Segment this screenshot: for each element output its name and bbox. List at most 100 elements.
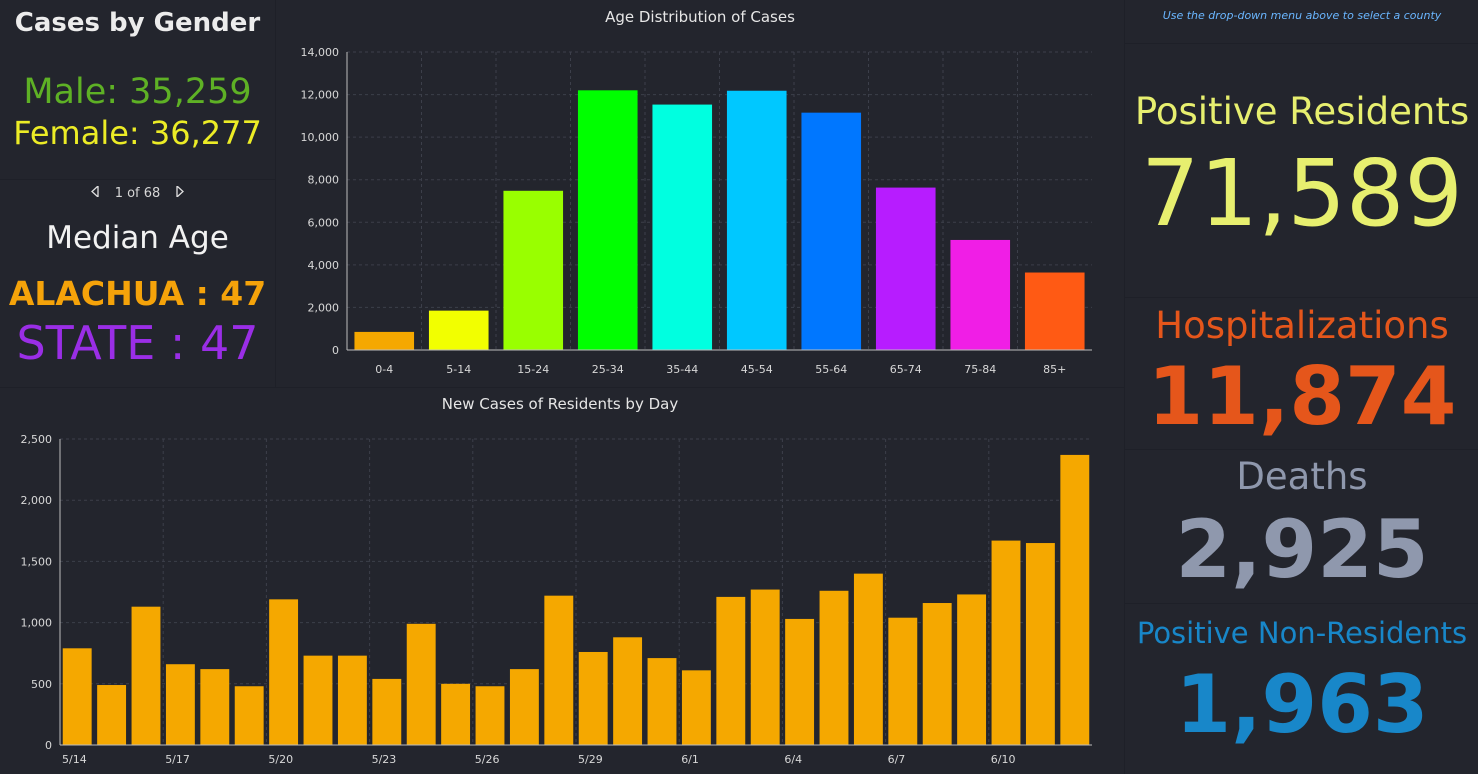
bar-5-14 <box>428 310 489 350</box>
median-age-panel <box>0 180 275 387</box>
pager: 1 of 68 <box>0 184 275 201</box>
x-tick-label: 15-24 <box>517 363 549 376</box>
y-tick-label: 1,000 <box>21 617 53 630</box>
y-tick-label: 12,000 <box>301 89 340 102</box>
bar-65-74 <box>875 187 936 350</box>
x-tick-label: 5-14 <box>446 363 471 376</box>
age-chart-title: Age Distribution of Cases <box>605 8 795 26</box>
chevron-left-icon[interactable] <box>85 184 105 201</box>
x-tick-label: 6/10 <box>991 753 1016 766</box>
x-tick-label: 65-74 <box>890 363 922 376</box>
female-count: Female: 36,277 <box>13 114 262 152</box>
bar-5/28 <box>544 595 574 745</box>
bar-5/25 <box>441 683 471 745</box>
bar-15-24 <box>503 190 564 350</box>
hospitalizations-label: Hospitalizations <box>1155 304 1449 347</box>
x-tick-label: 5/23 <box>372 753 397 766</box>
bar-5/23 <box>372 678 402 745</box>
bar-75-84 <box>950 239 1011 350</box>
positive-panel <box>1125 44 1478 297</box>
bar-5/15 <box>97 685 127 745</box>
deaths-value: 2,925 <box>1175 503 1429 596</box>
bar-6/4 <box>785 618 815 745</box>
bar-5/14 <box>62 648 92 745</box>
non-residents-label: Positive Non-Residents <box>1136 616 1468 650</box>
daily-cases-chart: 0 500 1,000 1,500 2,000 2,500 5/14 5/17 5/20 5/23… <box>21 433 1092 766</box>
bar-5/27 <box>509 669 539 745</box>
daily-chart-title: New Cases of Residents by Day <box>441 395 679 413</box>
median-age-title: Median Age <box>46 220 229 256</box>
deaths-label: Deaths <box>1236 455 1368 498</box>
x-tick-label: 6/1 <box>681 753 699 766</box>
bar-6/8 <box>922 603 952 745</box>
y-tick-label: 500 <box>31 678 52 691</box>
x-tick-label: 25-34 <box>592 363 624 376</box>
x-tick-label: 5/26 <box>475 753 500 766</box>
bar-6/11 <box>1025 543 1055 745</box>
bar-5/18 <box>200 669 230 745</box>
bar-6/12 <box>1060 454 1090 745</box>
bar-5/31 <box>647 658 677 745</box>
hospitalizations-value: 11,874 <box>1147 350 1457 443</box>
x-tick-label: 6/7 <box>888 753 906 766</box>
age-distribution-chart: 0 2,000 4,000 6,000 8,000 10,000 12,000 14,000 0… <box>301 46 1092 376</box>
bar-5/21 <box>303 655 333 745</box>
bar-5/26 <box>475 686 505 745</box>
non-residents-value: 1,963 <box>1175 658 1429 751</box>
bar-5/19 <box>234 686 264 745</box>
x-tick-label: 5/14 <box>62 753 87 766</box>
bar-45-54 <box>726 90 787 351</box>
y-tick-label: 6,000 <box>308 216 340 229</box>
deaths-panel <box>1125 450 1478 603</box>
bar-35-44 <box>652 104 713 350</box>
x-tick-label: 75-84 <box>964 363 996 376</box>
bar-6/9 <box>957 594 987 745</box>
x-tick-label: 5/20 <box>268 753 293 766</box>
county-select-note: Use the drop-down menu above to select a… <box>1162 9 1442 22</box>
positive-residents-label: Positive Residents <box>1134 90 1470 133</box>
y-tick-label: 1,500 <box>21 555 53 568</box>
bar-25-34 <box>577 90 638 351</box>
bar-6/2 <box>716 596 746 745</box>
bar-5/17 <box>165 664 195 745</box>
y-tick-label: 2,000 <box>21 494 53 507</box>
bar-6/1 <box>681 670 711 745</box>
x-tick-label: 5/17 <box>165 753 190 766</box>
note-panel <box>1125 0 1478 43</box>
y-tick-label: 2,000 <box>308 301 340 314</box>
bar-6/7 <box>888 617 918 745</box>
bar-0-4 <box>354 331 415 350</box>
x-tick-label: 6/4 <box>784 753 802 766</box>
bar-6/3 <box>750 589 780 745</box>
non-residents-panel <box>1125 604 1478 774</box>
chevron-right-icon[interactable] <box>170 184 190 201</box>
y-tick-label: 4,000 <box>308 259 340 272</box>
county-median-age: ALACHUA : 47 <box>8 274 267 313</box>
state-median-age: STATE : 47 <box>16 316 259 370</box>
bar-5/29 <box>578 651 608 745</box>
bar-5/30 <box>613 637 643 745</box>
gender-title: Cases by Gender <box>14 8 261 38</box>
gender-panel <box>0 0 275 179</box>
bar-6/6 <box>853 573 883 745</box>
bar-5/22 <box>337 655 367 745</box>
bar-5/24 <box>406 623 436 745</box>
bar-6/5 <box>819 590 849 745</box>
bar-55-64 <box>801 112 862 351</box>
pager-text: 1 of 68 <box>114 186 161 201</box>
y-tick-label: 10,000 <box>301 131 340 144</box>
positive-residents-value: 71,589 <box>1141 140 1463 247</box>
x-tick-label: 0-4 <box>375 363 393 376</box>
y-tick-label: 0 <box>332 344 339 357</box>
bar-5/20 <box>269 599 299 745</box>
x-tick-label: 45-54 <box>741 363 773 376</box>
bar-6/10 <box>991 540 1021 745</box>
bar-85+ <box>1024 272 1085 350</box>
hospitalizations-panel <box>1125 298 1478 449</box>
x-tick-label: 5/29 <box>578 753 603 766</box>
x-tick-label: 85+ <box>1043 363 1066 376</box>
y-tick-label: 2,500 <box>21 433 53 446</box>
y-tick-label: 8,000 <box>308 174 340 187</box>
y-tick-label: 14,000 <box>301 46 340 59</box>
y-tick-label: 0 <box>45 739 52 752</box>
